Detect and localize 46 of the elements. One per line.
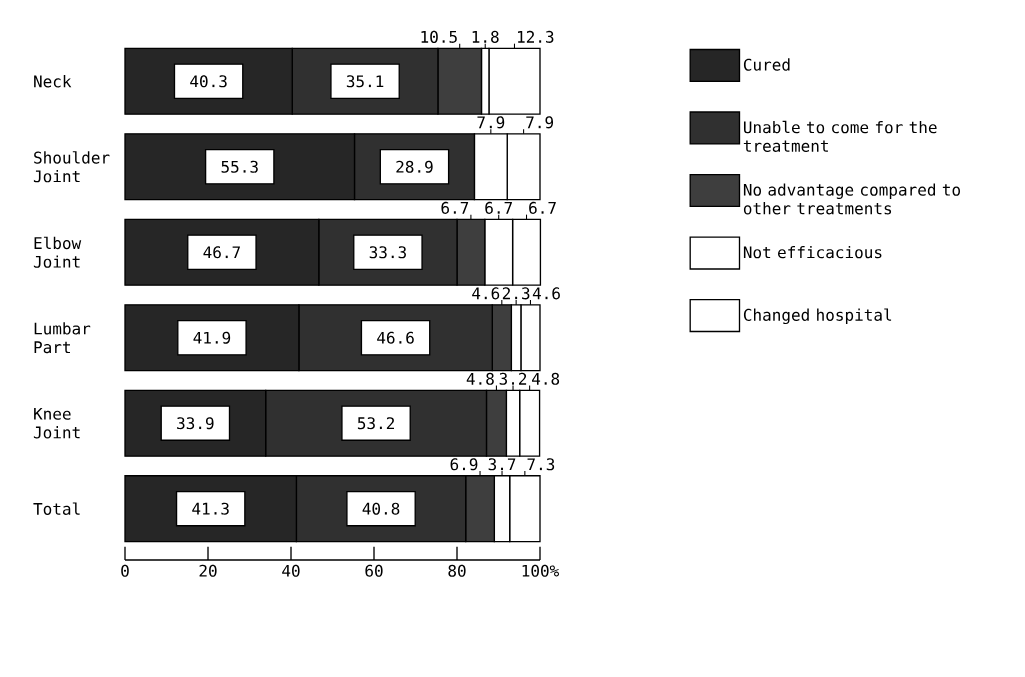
data-label: 6.7 <box>441 201 469 214</box>
legend-label: Cured <box>743 58 790 71</box>
data-label: 1.8 <box>472 30 499 43</box>
y-tick-label: Neck <box>34 75 72 88</box>
data-label: 6.7 <box>529 201 556 214</box>
data-label: 4.6 <box>472 287 500 300</box>
data-label: 7.9 <box>526 116 554 129</box>
x-tick-label: 100% <box>522 564 559 577</box>
data-label: 4.8 <box>466 372 494 385</box>
legend-label: No advantage compared to other treatments <box>743 183 961 215</box>
data-label: 7.9 <box>477 116 505 129</box>
data-label: 46.7 <box>203 246 240 259</box>
legend-label: Unable to come for the treatment <box>743 120 937 152</box>
data-label: 41.3 <box>192 502 229 515</box>
x-tick-label: 20 <box>199 564 217 577</box>
data-label: 28.9 <box>396 160 433 173</box>
data-label: 4.8 <box>532 372 560 385</box>
y-tick-label: Elbow Joint <box>33 236 82 268</box>
data-label: 53.2 <box>357 417 394 430</box>
data-label: 41.9 <box>193 331 231 344</box>
y-tick-label: Total <box>33 502 80 515</box>
y-tick-label: Lumbar Part <box>34 322 91 354</box>
x-tick-label: 0 <box>121 564 129 577</box>
data-label: 55.3 <box>221 160 258 173</box>
y-tick-label: Knee Joint <box>33 407 80 439</box>
legend-label: Not efficacious <box>743 245 882 259</box>
data-label: 3.2 <box>499 372 527 385</box>
legend-label: Changed hospital <box>743 308 892 325</box>
x-tick-label: 60 <box>365 564 383 577</box>
data-label: 10.5 <box>421 30 457 43</box>
data-label: 2.3 <box>502 287 530 300</box>
data-label: 3.7 <box>488 458 516 471</box>
data-label: 40.3 <box>190 75 227 88</box>
data-label: 33.9 <box>177 417 214 430</box>
x-tick-label: 80 <box>448 564 466 577</box>
data-label: 40.8 <box>362 502 400 515</box>
x-tick-label: 40 <box>282 564 300 577</box>
data-label: 6.7 <box>485 201 512 214</box>
y-tick-label: Shoulder Joint <box>33 151 110 183</box>
data-label: 12.3 <box>518 30 554 43</box>
data-label: 46.6 <box>377 331 414 344</box>
data-label: 33.3 <box>369 246 406 259</box>
data-label: 6.9 <box>450 458 478 471</box>
data-label: 7.3 <box>527 458 555 471</box>
data-label: 35.1 <box>346 75 384 88</box>
data-label: 4.6 <box>532 287 560 300</box>
